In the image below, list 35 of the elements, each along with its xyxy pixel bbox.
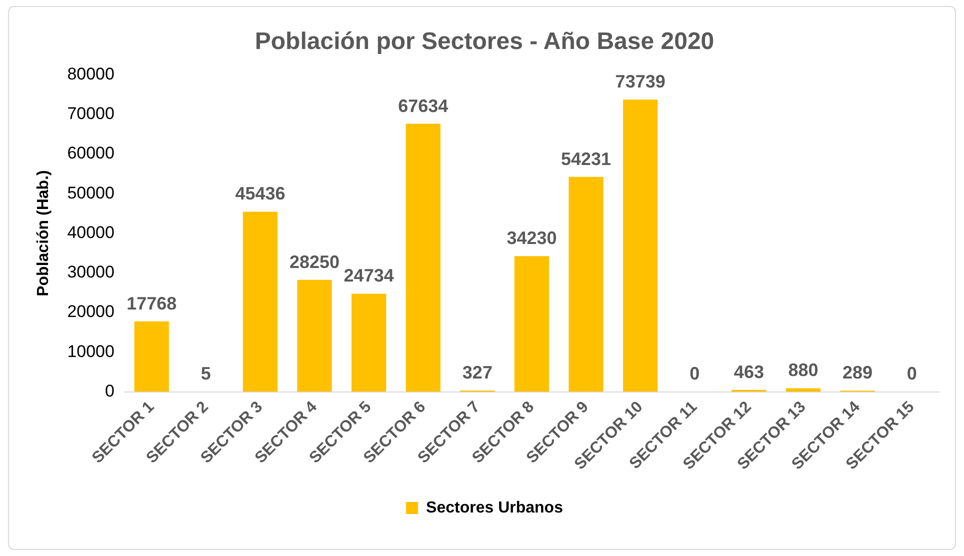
bar [406,124,440,392]
data-label: 54231 [561,148,612,169]
data-label: 67634 [398,96,448,116]
data-label: 45436 [235,184,286,204]
data-label: 73739 [615,72,666,92]
y-tick-label: 70000 [67,104,114,124]
bar [568,176,604,392]
y-tick-label: 30000 [67,262,114,282]
bar [297,280,332,392]
y-tick-label: 0 [105,381,114,400]
bar [514,256,550,392]
y-axis-title: Población (Hab.) [35,170,52,296]
y-tick-label: 20000 [67,302,114,322]
bar [352,294,386,392]
data-label: 5 [200,364,211,384]
data-label: 289 [842,362,873,383]
data-label: 17768 [126,293,177,314]
data-label: 463 [734,362,764,382]
data-label: 327 [462,362,492,382]
bar [242,212,278,392]
chart-title: Población por Sectores - Año Base 2020 [254,28,714,56]
y-tick-label: 10000 [67,342,114,361]
y-tick-label: 80000 [67,64,114,84]
data-label: 880 [788,360,818,380]
data-label: 0 [690,364,700,384]
y-tick-label: 50000 [67,183,114,202]
bar [623,100,658,392]
bar [134,321,169,392]
data-label: 28250 [290,252,340,272]
data-label: 0 [906,364,917,384]
legend-label: Sectores Urbanos [426,499,564,516]
data-label: 24734 [344,266,394,286]
data-label: 34230 [506,228,557,248]
y-tick-label: 60000 [67,144,114,163]
y-tick-label: 40000 [67,222,114,242]
